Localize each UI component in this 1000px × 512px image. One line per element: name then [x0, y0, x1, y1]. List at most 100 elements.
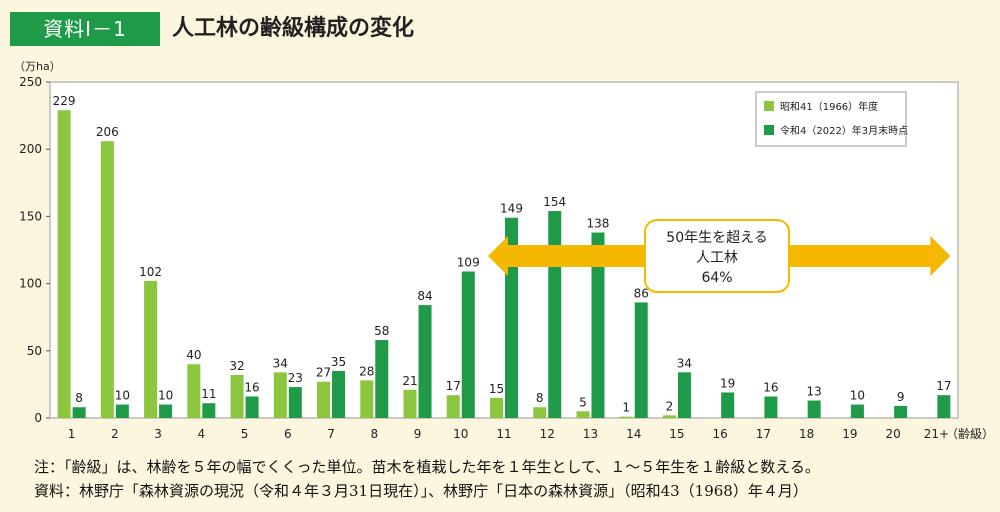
x-tick-label: 21+	[924, 427, 949, 441]
bar-2022	[245, 396, 259, 418]
x-tick-label: 5	[241, 427, 249, 441]
x-tick-label: 15	[669, 427, 684, 441]
note-definition: 注：「齢級」は、林齢を５年の幅でくくった単位。苗木を植栽した年を１年生として、１…	[34, 458, 820, 476]
bar-1966	[533, 407, 547, 418]
annotation-text: 50年生を超える	[666, 230, 767, 246]
data-label-2022: 19	[720, 376, 735, 390]
bar-1966	[230, 374, 244, 418]
bar-2022	[202, 403, 216, 418]
legend-label: 昭和41（1966）年度	[780, 100, 878, 113]
x-tick-label: 18	[799, 427, 814, 441]
bar-1966	[662, 415, 676, 418]
bar-2022	[548, 211, 562, 418]
data-label-2022: 154	[543, 195, 566, 209]
y-tick-label: 100	[19, 277, 42, 291]
data-label-1966: 5	[579, 395, 587, 409]
bar-2022	[807, 400, 821, 418]
x-tick-label: 16	[713, 427, 728, 441]
x-tick-label: 13	[583, 427, 598, 441]
chart-title: 人工林の齢級構成の変化	[172, 16, 415, 41]
data-label-1966: 102	[139, 265, 162, 279]
legend	[755, 91, 907, 147]
bar-2022	[634, 302, 648, 418]
data-label-2022: 23	[288, 371, 303, 385]
data-label-2022: 11	[201, 387, 216, 401]
data-label-1966: 2	[666, 399, 674, 413]
bar-2022	[721, 392, 735, 418]
bar-2022	[677, 372, 691, 418]
bar-1966	[317, 381, 331, 418]
bar-2022	[505, 217, 518, 418]
bar-2022	[591, 232, 605, 418]
bar-2022	[764, 396, 778, 418]
x-tick-label: 10	[453, 427, 468, 441]
x-tick-label: 17	[756, 427, 771, 441]
legend-swatch	[764, 101, 774, 111]
bar-1966	[576, 411, 590, 418]
data-label-2022: 16	[763, 380, 778, 394]
bar-2022	[72, 407, 86, 418]
x-tick-label: 7	[327, 427, 335, 441]
bar-1966	[446, 395, 460, 418]
data-label-1966: 206	[96, 125, 119, 139]
data-label-2022: 9	[897, 390, 905, 404]
x-axis-label: （齢級）	[946, 426, 994, 441]
data-label-2022: 10	[850, 389, 865, 403]
x-tick-label: 6	[284, 427, 292, 441]
data-label-2022: 58	[374, 324, 389, 338]
bar-2022	[461, 271, 475, 418]
data-label-1966: 21	[402, 374, 417, 388]
data-label-2022: 35	[331, 355, 346, 369]
x-tick-label: 2	[111, 427, 119, 441]
data-label-1966: 229	[53, 94, 76, 108]
x-tick-label: 9	[414, 427, 422, 441]
data-label-2022: 34	[677, 356, 692, 370]
data-label-1966: 8	[536, 391, 544, 405]
data-label-2022: 16	[244, 380, 259, 394]
data-label-2022: 149	[500, 202, 523, 216]
x-tick-label: 11	[496, 427, 511, 441]
data-label-2022: 17	[936, 379, 951, 393]
x-tick-label: 14	[626, 427, 641, 441]
data-label-2022: 10	[115, 389, 130, 403]
bar-2022	[375, 340, 389, 418]
legend-swatch	[764, 125, 774, 135]
data-label-2022: 10	[158, 389, 173, 403]
header: 資料Ⅰ－1 人工林の齢級構成の変化	[0, 0, 1000, 56]
x-tick-label: 3	[154, 427, 162, 441]
bar-1966	[360, 380, 374, 418]
y-tick-label: 250	[19, 75, 42, 89]
x-tick-label: 12	[540, 427, 555, 441]
bar-2022	[418, 305, 432, 418]
bar-chart: 050100150200250（万ha）22981206102102103401…	[14, 60, 994, 441]
bar-1966	[619, 416, 633, 418]
x-tick-label: 19	[842, 427, 857, 441]
data-label-2022: 86	[634, 286, 649, 300]
bar-2022	[115, 404, 129, 418]
data-label-1966: 28	[359, 364, 374, 378]
y-tick-label: 150	[19, 209, 42, 223]
x-tick-label: 20	[886, 427, 901, 441]
figure-badge: 資料Ⅰ－1	[10, 12, 160, 46]
annotation-text: 人工林	[696, 250, 738, 266]
bar-1966	[187, 364, 201, 418]
data-label-1966: 34	[273, 356, 288, 370]
data-label-1966: 32	[229, 359, 244, 373]
y-tick-label: 0	[34, 411, 42, 425]
data-label-2022: 138	[587, 217, 610, 231]
data-label-1966: 27	[316, 366, 331, 380]
data-label-2022: 109	[457, 256, 480, 270]
data-label-1966: 40	[186, 348, 201, 362]
bar-2022	[850, 404, 864, 418]
y-axis-label: （万ha）	[14, 60, 61, 73]
data-label-2022: 8	[75, 391, 83, 405]
bar-2022	[894, 405, 908, 418]
note-source: 資料：林野庁「森林資源の現況（令和４年３月31日現在）」、林野庁「日本の森林資源…	[34, 482, 808, 500]
x-tick-label: 1	[68, 427, 76, 441]
annotation-text: 64%	[701, 270, 732, 286]
x-tick-label: 8	[370, 427, 378, 441]
bar-1966	[57, 110, 71, 418]
y-tick-label: 50	[27, 344, 42, 358]
y-tick-label: 200	[19, 142, 42, 156]
data-label-1966: 1	[622, 401, 630, 415]
